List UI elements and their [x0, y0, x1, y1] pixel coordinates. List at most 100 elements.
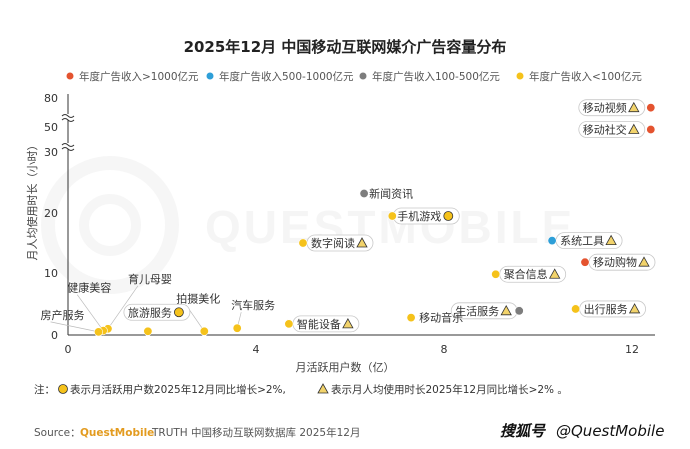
watermark-text: @QuestMobile [556, 422, 664, 440]
point-label: 出行服务 [584, 302, 628, 316]
scatter-point [232, 323, 242, 333]
point-label: 移动音乐 [419, 311, 463, 325]
scatter-point [359, 188, 369, 198]
point-label-pill [578, 99, 646, 117]
time-growth-triangle-icon [638, 256, 650, 267]
time-growth-triangle-icon [549, 268, 561, 279]
mau-growth-circle-icon [173, 307, 184, 318]
scatter-point [284, 319, 294, 329]
point-label: 汽车服务 [231, 298, 275, 312]
scatter-point [571, 304, 581, 314]
scatter-point [94, 327, 104, 337]
point-label: 健康美容 [67, 281, 111, 295]
y-tick-label: 20 [44, 207, 58, 220]
y-tick-label: 50 [44, 121, 58, 134]
scatter-point-group: 数字阅读 [298, 234, 374, 252]
axes [61, 94, 655, 336]
scatter-point-group: 生活服务 [450, 302, 524, 320]
legend-label: 年度广告收入>1000亿元 [79, 70, 199, 83]
time-growth-triangle-icon [628, 303, 641, 314]
legend-marker [359, 72, 367, 80]
footnote: 注： 表示月活跃用户数2025年12月同比增长>2%, 表示月人均使用时长202… [34, 383, 568, 396]
point-label: 聚合信息 [504, 267, 548, 281]
leader-line [107, 285, 139, 330]
y-axis-title: 月人均使用时长（小时） [26, 140, 39, 261]
legend: 年度广告收入>1000亿元 年度广告收入500-1000亿元 年度广告收入100-5… [66, 70, 642, 83]
time-growth-triangle-icon [605, 234, 617, 245]
mau-growth-circle-icon [443, 211, 454, 221]
scatter-point-group: 新闻资讯 [359, 186, 413, 200]
point-label: 房产服务 [41, 308, 85, 322]
scatter-point-group: 出行服务 [571, 300, 646, 318]
point-label: 旅游服务 [128, 305, 172, 319]
point-label: 手机游戏 [397, 209, 441, 223]
legend-marker [206, 72, 214, 80]
watermark-logo: 搜狐号 [500, 422, 547, 440]
time-growth-triangle-icon [356, 237, 368, 248]
y-tick-label: 30 [44, 146, 58, 159]
x-tick-label: 0 [65, 343, 72, 356]
time-growth-triangle-icon [500, 304, 512, 316]
time-growth-triangle-icon [628, 123, 640, 134]
x-tick-label: 8 [441, 343, 448, 356]
y-tick-label: 10 [44, 267, 58, 280]
scatter-point [646, 125, 656, 135]
scatter-point-group: 移动社交 [578, 121, 656, 138]
legend-label: 年度广告收入500-1000亿元 [219, 70, 354, 83]
x-tick-labels: 0 4 8 12 [65, 343, 640, 356]
point-label: 移动社交 [583, 123, 627, 137]
scatter-point [491, 269, 501, 279]
scatter-point-group: 智能设备 [284, 315, 360, 333]
y-axis-break-lower [61, 143, 75, 151]
scatter-point-group: 房产服务 [41, 308, 104, 337]
background-watermark: QUESTMOBILE [41, 156, 575, 294]
scatter-point-group: 移动音乐 [406, 311, 463, 325]
point-label: 新闻资讯 [369, 186, 413, 200]
scatter-point-group: 聚合信息 [491, 265, 567, 283]
leader-line [76, 294, 104, 331]
point-label: 拍摄美化 [176, 291, 220, 305]
legend-label: 年度广告收入100-500亿元 [372, 70, 500, 83]
legend-marker [66, 72, 74, 80]
background-mark-text: QUESTMOBILE [205, 201, 575, 253]
legend-marker [516, 72, 524, 80]
scatter-point [646, 103, 656, 113]
time-growth-triangle-icon [342, 318, 354, 329]
point-label: 移动视频 [583, 101, 627, 115]
scatter-point [514, 306, 524, 316]
y-tick-label: 80 [44, 92, 58, 105]
scatter-point-group: 汽车服务 [231, 298, 275, 333]
leader-line [50, 321, 99, 333]
footnote-triangle-text: 表示月人均使用时长2025年12月同比增长>2% 。 [331, 383, 568, 396]
scatter-point [387, 211, 397, 221]
point-label: 系统工具 [560, 235, 604, 248]
source-brand: QuestMobile [80, 427, 154, 439]
footnote-triangle-icon [317, 383, 329, 394]
footnote-prefix: 注： [34, 383, 55, 396]
scatter-point-group: 移动购物 [580, 253, 656, 271]
scatter-point [298, 238, 308, 248]
footnote-circle-text: 表示月活跃用户数2025年12月同比增长>2%, [70, 383, 286, 396]
y-axis-break-upper [61, 114, 75, 122]
point-label: 生活服务 [455, 304, 499, 318]
y-tick-labels: 0 10 20 30 50 80 [44, 92, 58, 342]
footnote-circle-icon [58, 384, 68, 394]
x-tick-label: 4 [253, 343, 260, 356]
point-label: 育儿母婴 [128, 272, 172, 286]
x-tick-label: 12 [625, 343, 639, 356]
point-label-pill [578, 121, 646, 138]
legend-label: 年度广告收入<100亿元 [529, 70, 642, 83]
point-label: 智能设备 [297, 317, 341, 331]
scatter-point-group: 移动视频 [578, 99, 656, 117]
scatter-point-group: 系统工具 [547, 232, 623, 250]
source-text: TRUTH 中国移动互联网数据库 2025年12月 [151, 426, 360, 439]
scatter-point [406, 313, 416, 323]
scatter-point-group: 拍摄美化 [176, 291, 220, 336]
x-axis-title: 月活跃用户数（亿） [296, 360, 395, 374]
point-label-pill [123, 303, 191, 321]
scatter-point [547, 236, 557, 246]
scatter-point [580, 257, 590, 267]
